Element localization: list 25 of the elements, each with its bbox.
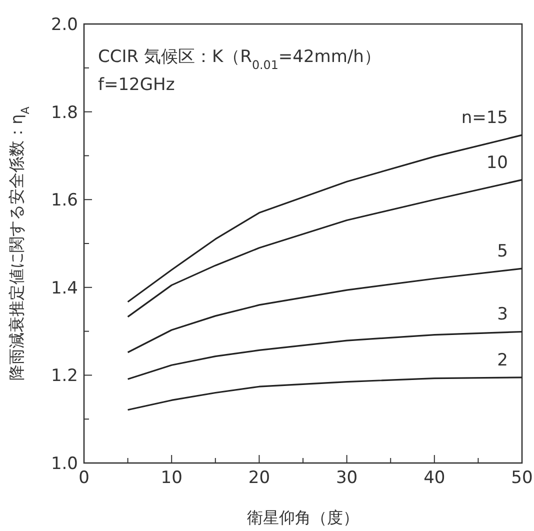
x-tick-label: 30 xyxy=(336,468,358,488)
y-tick-label: 1.4 xyxy=(50,278,78,298)
x-tick-label: 0 xyxy=(78,468,90,488)
line-series xyxy=(127,376,523,411)
series-label: n=15 xyxy=(461,108,508,128)
series-label: 3 xyxy=(497,304,508,325)
line-series xyxy=(127,330,523,380)
y-tick-label: 1.2 xyxy=(50,366,78,386)
y-tick-label: 1.0 xyxy=(50,454,78,474)
x-tick-label: 40 xyxy=(424,468,446,488)
y-tick-label: 1.6 xyxy=(50,190,78,211)
annotation: f=12GHz xyxy=(98,75,175,95)
x-tick-label: 20 xyxy=(248,468,270,488)
x-tick-label: 10 xyxy=(160,468,182,488)
series-label: 2 xyxy=(497,350,508,370)
x-axis-title: 衛星仰角（度） xyxy=(247,508,359,527)
x-tick-label: 50 xyxy=(511,468,533,488)
series-label: 10 xyxy=(486,152,508,173)
line-series xyxy=(127,268,523,354)
y-tick-label: 2.0 xyxy=(50,15,78,35)
series-label: 5 xyxy=(497,242,508,262)
y-tick-label: 1.8 xyxy=(50,102,78,123)
line-series xyxy=(127,179,523,318)
annotation: CCIR 気候区：K（R$_{0.01}$=42mm/h） xyxy=(98,47,381,72)
line-series xyxy=(127,134,523,303)
